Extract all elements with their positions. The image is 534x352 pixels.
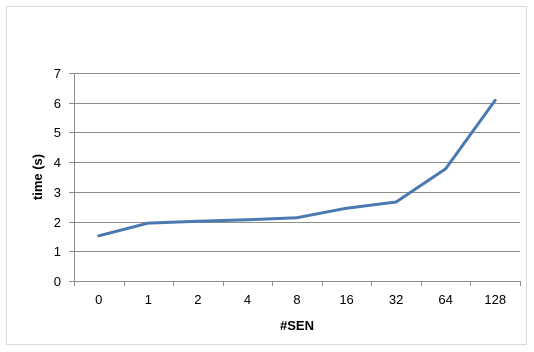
x-tick-label: 128 xyxy=(484,292,506,307)
x-tick-label: 16 xyxy=(339,292,353,307)
y-tick-label: 3 xyxy=(54,185,61,200)
y-tick-label: 0 xyxy=(54,274,61,289)
y-tick-label: 2 xyxy=(54,215,61,230)
axes xyxy=(69,73,521,286)
y-axis-title: time (s) xyxy=(30,154,45,200)
series-line xyxy=(97,98,497,238)
y-tick-label: 7 xyxy=(54,66,61,81)
y-tick-label: 5 xyxy=(54,125,61,140)
chart-frame xyxy=(6,6,527,345)
y-tick-label: 6 xyxy=(54,96,61,111)
x-axis-title: #SEN xyxy=(280,318,314,333)
y-tick-label: 1 xyxy=(54,244,61,259)
x-tick-label: 4 xyxy=(244,292,251,307)
x-tick-label: 32 xyxy=(389,292,403,307)
x-tick-label: 2 xyxy=(194,292,201,307)
x-tick-label: 8 xyxy=(293,292,300,307)
tick-labels: 0 1 2 3 4 5 6 7 0 1 2 4 8 16 32 64 128 xyxy=(54,66,506,307)
x-tick-label: 64 xyxy=(438,292,452,307)
y-tick-label: 4 xyxy=(54,155,61,170)
x-tick-label: 0 xyxy=(95,292,102,307)
series-layer xyxy=(97,98,497,238)
x-tick-label: 1 xyxy=(145,292,152,307)
